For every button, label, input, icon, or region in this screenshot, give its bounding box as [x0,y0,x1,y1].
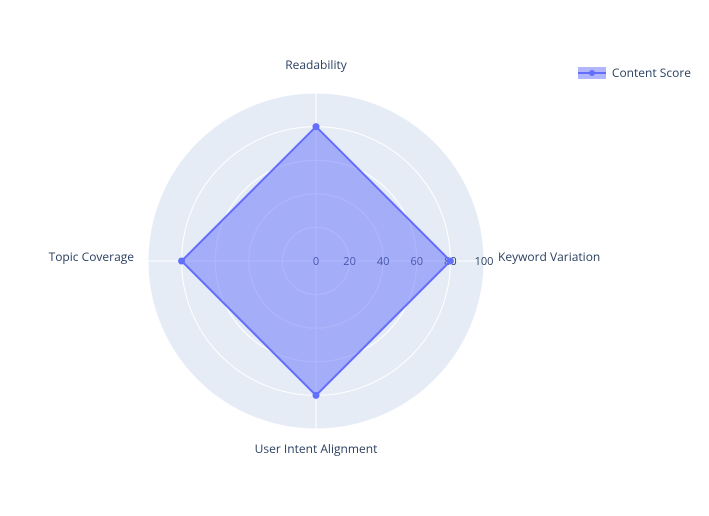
axis-label: Readability [285,56,348,73]
tick-label: 100 [475,254,494,269]
series-marker[interactable] [313,124,319,130]
radar-chart-container: Readability Keyword Variation User Intent … [0,0,709,516]
axis-label: User Intent Alignment [255,440,378,457]
legend[interactable]: Content Score [578,64,691,81]
legend-label: Content Score [612,64,691,81]
series-marker[interactable] [179,258,185,264]
series-marker[interactable] [313,392,319,398]
legend-swatch [578,67,606,79]
axis-label: Topic Coverage [49,248,135,265]
series-marker[interactable] [447,258,453,264]
axis-label: Keyword Variation [498,248,600,265]
